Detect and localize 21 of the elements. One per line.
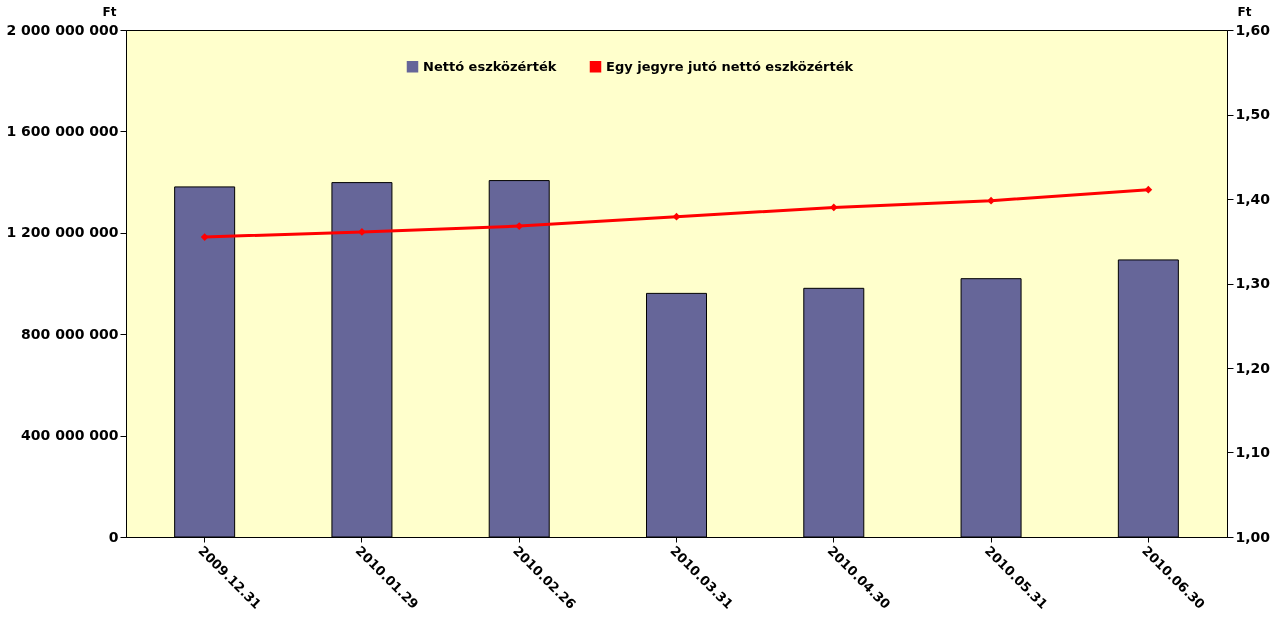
point bbox=[829, 203, 838, 212]
point bbox=[987, 196, 995, 205]
y2-tick-label: 1,50 bbox=[1235, 106, 1271, 122]
y2-tick-label: 1,00 bbox=[1235, 528, 1271, 545]
y-tick-label: 1 200 000 000 bbox=[6, 224, 119, 241]
point bbox=[1144, 185, 1153, 194]
legend-label: Egy jegyre jutó nettó eszközérték bbox=[606, 58, 854, 74]
y-tick-label: 1 600 000 000 bbox=[6, 122, 119, 139]
point bbox=[200, 233, 209, 241]
y-tick-label: 400 000 000 bbox=[21, 427, 119, 444]
y-axis-title: Ft bbox=[102, 4, 117, 19]
y2-tick-label: 1,20 bbox=[1235, 359, 1271, 376]
y2-tick-label: 1,40 bbox=[1235, 190, 1271, 207]
y-tick-label: 0 bbox=[108, 528, 119, 545]
y2-tick-label: 1,60 bbox=[1235, 21, 1271, 38]
legend-label: Nettó eszközérték bbox=[423, 58, 557, 74]
y-tick-label: 800 000 000 bbox=[21, 325, 119, 342]
y2-tick-label: 1,30 bbox=[1235, 275, 1271, 291]
y2-axis-title: Ft bbox=[1237, 4, 1252, 19]
y2-tick-label: 1,10 bbox=[1235, 444, 1271, 460]
y-tick-label: 2 000 000 000 bbox=[6, 21, 119, 38]
